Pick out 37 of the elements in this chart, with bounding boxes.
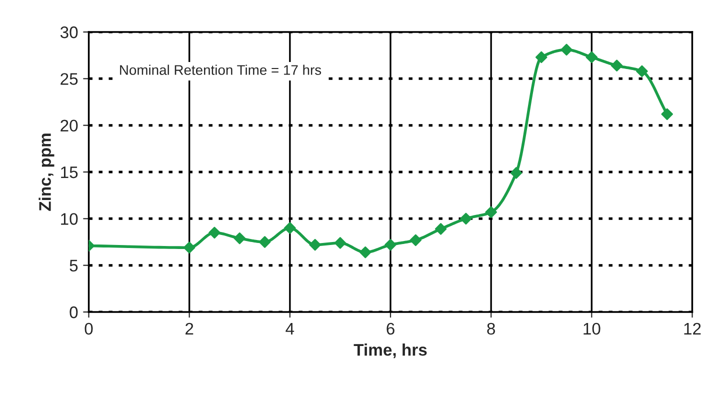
point [560, 44, 572, 56]
x-tick-label: 0 [84, 322, 93, 335]
y-tick-label: 30 [60, 26, 78, 38]
point [208, 226, 220, 239]
y-tick-label: 15 [61, 166, 78, 178]
point [485, 206, 497, 218]
point [661, 108, 673, 120]
x-tick-label: 8 [487, 322, 495, 335]
x-axis-title: Time, hrs [354, 344, 427, 358]
point [258, 236, 271, 248]
x-tick-label: 2 [186, 322, 194, 334]
point [410, 234, 422, 246]
point [460, 212, 472, 225]
annotation: Nominal Retention Time = 17 hrs [120, 64, 322, 75]
y-tick-label: 25 [60, 73, 78, 85]
point [636, 65, 648, 78]
x-tick-label: 6 [386, 322, 394, 335]
point [309, 238, 321, 251]
y-tick-label: 10 [61, 213, 78, 225]
point [510, 167, 522, 179]
point [384, 238, 396, 251]
y-axis-title: Zinc, ppm [38, 134, 54, 211]
point [284, 222, 296, 234]
y-tick-label: 20 [60, 120, 78, 132]
x-tick-label: 4 [286, 323, 294, 334]
point [586, 51, 598, 64]
point [610, 60, 623, 72]
x-tick-label: 10 [584, 322, 600, 335]
point [183, 242, 196, 254]
y-tick-label: 5 [70, 260, 78, 272]
point [334, 237, 346, 249]
point [535, 51, 548, 64]
y-tick-label: 0 [70, 306, 78, 318]
point [434, 223, 447, 235]
x-tick-label: 12 [684, 322, 701, 334]
point [359, 246, 372, 258]
point [234, 232, 246, 244]
